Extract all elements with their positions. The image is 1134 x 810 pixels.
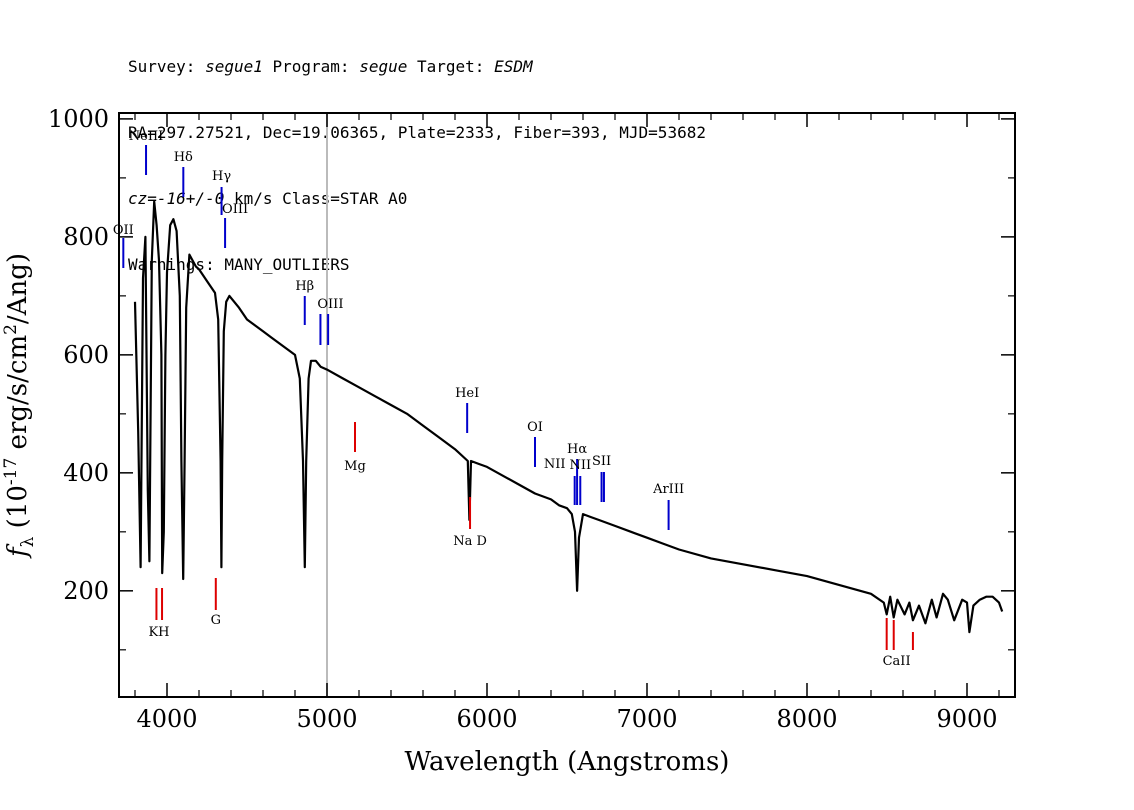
x-tick-label: 4000: [136, 705, 197, 733]
survey-prefix: Survey:: [128, 57, 206, 76]
absorption-line-label: CaII: [883, 654, 911, 669]
header-line-survey: Survey: segue1 Program: segue Target: ES…: [128, 56, 706, 78]
x-tick-label: 8000: [776, 705, 837, 733]
emission-line-label: OI: [527, 420, 543, 435]
y-tick-label: 200: [63, 577, 109, 605]
header-line-redshift: cz=-16+/-0 km/s Class=STAR A0: [128, 188, 706, 210]
spectrum-line: [133, 200, 1004, 634]
y-tick-label: 1000: [48, 105, 109, 133]
x-tick-label: 7000: [616, 705, 677, 733]
emission-line-label: Hδ: [174, 150, 193, 165]
y-tick-label: 800: [63, 223, 109, 251]
absorption-line-label: Na D: [453, 534, 487, 549]
emission-line-label: NII: [544, 457, 566, 472]
absorption-line-label: KH: [148, 625, 169, 640]
emission-line-label: OIII: [222, 202, 248, 217]
y-tick-label: 400: [63, 459, 109, 487]
emission-line-label: SII: [592, 454, 611, 469]
emission-line-label: ArIII: [652, 482, 684, 497]
survey-name: segue1: [205, 57, 263, 76]
y-axis-label: fλ (10-17 erg/s/cm2/Ang): [1, 253, 38, 559]
plot-frame: [118, 112, 1016, 698]
emission-line-label: OII: [113, 223, 134, 238]
emission-line-label: NII: [569, 458, 591, 473]
header-line-coordinates: RA=297.27521, Dec=19.06365, Plate=2333, …: [128, 123, 706, 142]
x-tick-label: 5000: [296, 705, 357, 733]
emission-line-label: Hβ: [295, 279, 314, 294]
target-name: ESDM: [494, 57, 533, 76]
emission-line-label: Hα: [567, 442, 587, 457]
program-prefix: Program:: [262, 57, 360, 76]
redshift-value: cz=-16+/-0: [128, 189, 225, 208]
emission-line-label: OIII: [317, 297, 343, 312]
spectrum-header: Survey: segue1 Program: segue Target: ES…: [128, 12, 706, 298]
class-text: km/s Class=STAR A0: [224, 189, 408, 208]
emission-line-label: NeIII: [129, 129, 163, 144]
spectrum-layer: [133, 200, 1004, 634]
x-axis-label: Wavelength (Angstroms): [405, 747, 730, 777]
target-prefix: Target:: [407, 57, 495, 76]
axis-ticks: 4000 5000 6000 7000 8000 9000 200 400 600 800 1000: [48, 105, 1015, 733]
absorption-line-label: Mg: [344, 459, 366, 474]
emission-line-label: Hγ: [212, 169, 231, 184]
x-tick-label: 6000: [456, 705, 517, 733]
x-tick-label: 9000: [936, 705, 997, 733]
emission-line-label: HeI: [455, 386, 479, 401]
program-name: segue: [359, 57, 408, 76]
y-tick-label: 600: [63, 341, 109, 369]
absorption-line-label: G: [211, 613, 221, 628]
